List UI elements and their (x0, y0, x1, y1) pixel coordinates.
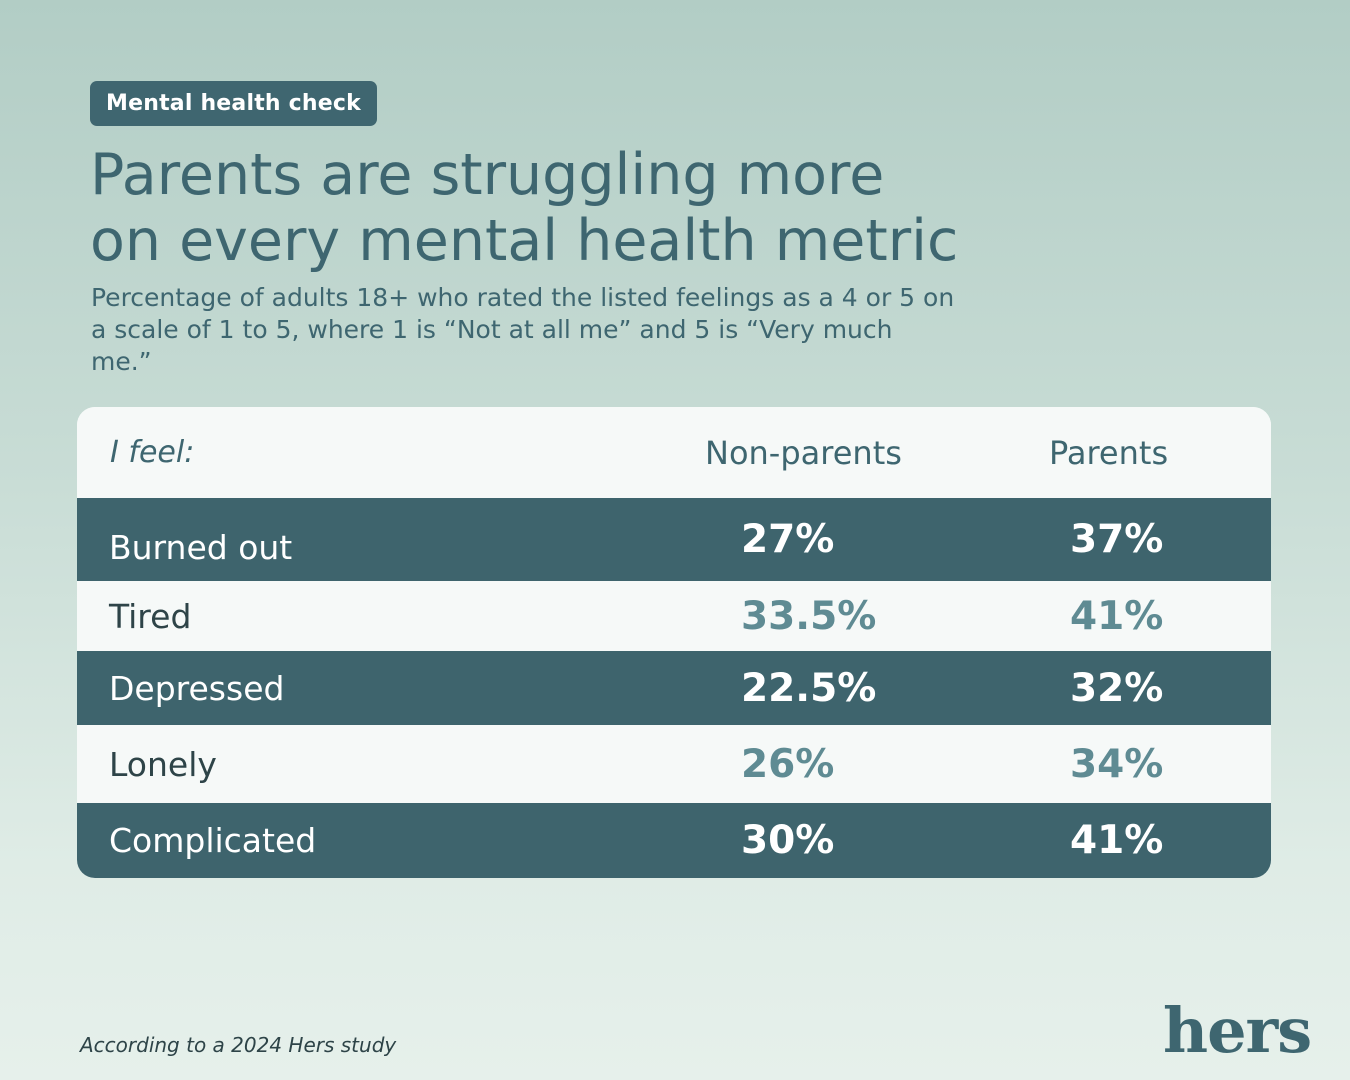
non-parents-value: 33.5% (741, 593, 877, 639)
table-row: Depressed 22.5% 32% (77, 651, 1271, 725)
table-row: Burned out 27% 37% (77, 498, 1271, 581)
parents-value: 41% (1070, 818, 1164, 863)
source-footnote: According to a 2024 Hers study (80, 1033, 397, 1057)
parents-value: 32% (1070, 665, 1164, 711)
table-row: Lonely 26% 34% (77, 725, 1271, 803)
table-header-row: I feel: Non-parents Parents (77, 407, 1271, 498)
parents-value: 34% (1070, 741, 1164, 787)
column-header-feeling: I feel: (110, 435, 195, 470)
data-table: I feel: Non-parents Parents Burned out 2… (77, 407, 1271, 878)
row-label: Tired (109, 596, 192, 636)
title-line-1: Parents are struggling more (90, 142, 885, 208)
title-line-2: on every mental health metric (90, 208, 959, 274)
non-parents-value: 30% (741, 818, 835, 863)
parents-value: 41% (1070, 593, 1164, 639)
non-parents-value: 27% (741, 517, 835, 562)
row-label: Depressed (109, 668, 285, 708)
page-title: Parents are struggling more on every men… (90, 142, 1050, 274)
row-label: Complicated (109, 821, 317, 860)
brand-logo: hers (1163, 994, 1312, 1067)
table-row: Tired 33.5% 41% (77, 581, 1271, 651)
row-label: Burned out (109, 528, 293, 567)
column-header-parents: Parents (1049, 433, 1169, 472)
row-label: Lonely (109, 744, 217, 784)
page-subtitle: Percentage of adults 18+ who rated the l… (91, 283, 955, 376)
column-header-non-parents: Non-parents (705, 433, 902, 472)
non-parents-value: 26% (741, 741, 835, 787)
category-badge: Mental health check (90, 81, 377, 126)
non-parents-value: 22.5% (741, 665, 877, 711)
parents-value: 37% (1070, 517, 1164, 562)
table-row: Complicated 30% 41% (77, 803, 1271, 878)
